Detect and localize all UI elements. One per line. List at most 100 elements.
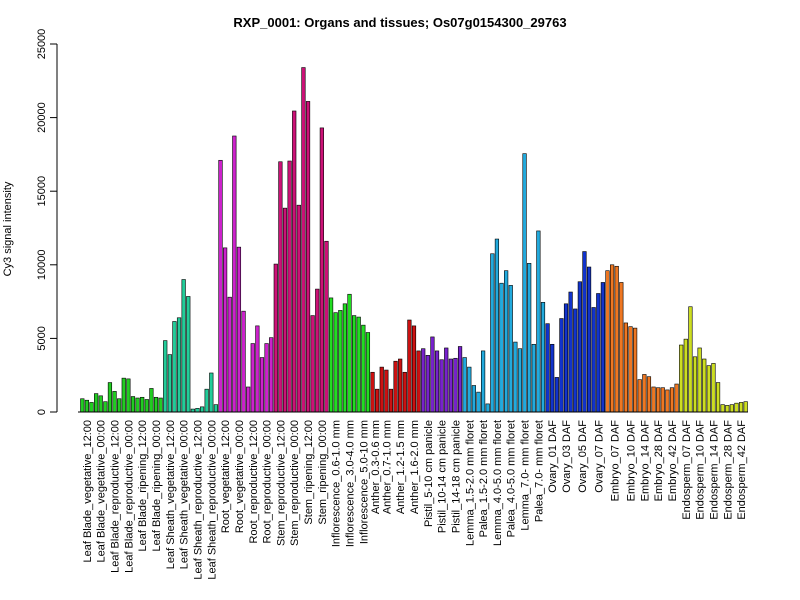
bar	[485, 403, 490, 413]
x-axis-labels: Leaf Blade_vegetative_12:00 Leaf Blade_ve…	[82, 420, 748, 580]
bar	[490, 253, 495, 413]
bar	[375, 388, 380, 413]
bar	[683, 338, 688, 413]
bar	[619, 282, 624, 413]
x-tick-label: Leaf Blade_ripening_00:00	[151, 420, 163, 552]
bar	[582, 251, 587, 413]
y-axis-label: Cy3 signal intensity	[2, 181, 14, 276]
x-tick-label: Pistil_5-10 cm panicle	[423, 420, 435, 527]
bar	[94, 393, 99, 413]
bar	[144, 399, 149, 413]
bar	[623, 322, 629, 413]
x-tick-label: Root_reproductive_12:00	[248, 420, 260, 544]
bar	[209, 372, 214, 413]
x-tick-label: Lemma_7.0- mm floret	[520, 420, 532, 531]
bar	[163, 340, 168, 413]
bar	[273, 263, 278, 413]
bar	[504, 270, 509, 413]
bar	[130, 396, 136, 413]
bar	[301, 67, 306, 413]
x-tick-label: Palea_4.0-5.0 mm floret	[506, 420, 518, 537]
bar	[398, 358, 403, 413]
x-tick-label: Ovary_01 DAF	[547, 420, 559, 493]
bar	[706, 365, 711, 413]
x-tick-label: Embryo_28 DAF	[653, 420, 665, 502]
x-tick-label: Endosperm_14 DAF	[708, 420, 720, 520]
x-tick-label: Endosperm_28 DAF	[722, 420, 734, 520]
bar	[697, 347, 702, 413]
x-tick-label: Embryo_10 DAF	[626, 420, 638, 502]
bar	[126, 378, 131, 413]
bar	[338, 310, 343, 413]
x-tick-label: Pistil_10-14 cm panicle	[437, 420, 449, 533]
bar	[596, 293, 601, 413]
x-tick-label: Inflorescence_5.0-10 mm	[358, 420, 370, 544]
x-tick-label: Endosperm_10 DAF	[695, 420, 707, 520]
chart-title: RXP_0001: Organs and tissues; Os07g01543…	[233, 15, 566, 30]
bar	[605, 270, 610, 413]
x-tick-label: Ovary_07 DAF	[593, 420, 605, 493]
bar	[107, 382, 113, 413]
bar	[499, 282, 504, 413]
bar	[356, 316, 361, 413]
bar	[352, 315, 357, 413]
bar	[665, 389, 670, 413]
bar	[370, 371, 375, 413]
bar	[384, 369, 389, 413]
x-tick-label: Leaf Sheath_vegetative_00:00	[179, 420, 191, 569]
bar	[471, 385, 476, 413]
bar	[674, 383, 679, 413]
bar	[702, 358, 707, 413]
bar	[651, 386, 656, 413]
bar	[315, 288, 320, 413]
bar	[158, 397, 163, 413]
bar	[342, 303, 347, 413]
x-tick-label: Leaf Sheath_vegetative_12:00	[165, 420, 177, 569]
bar	[361, 324, 366, 413]
x-tick-label: Ovary_05 DAF	[577, 420, 589, 493]
bar	[462, 357, 467, 413]
y-tick-label: 5000	[36, 326, 48, 350]
bar	[527, 263, 532, 413]
bar	[494, 238, 500, 413]
bar	[614, 265, 619, 413]
bar	[738, 402, 744, 413]
bar	[98, 395, 103, 413]
bar	[444, 347, 449, 413]
bar	[324, 240, 329, 413]
bar	[213, 404, 219, 413]
x-tick-label: Palea_1.5-2.0 mm floret	[478, 420, 490, 537]
bar	[421, 348, 426, 413]
bars	[78, 67, 748, 413]
x-tick-label: Stem_ripening_12:00	[303, 420, 315, 525]
bar	[195, 408, 200, 413]
bar	[688, 306, 693, 413]
bar	[720, 404, 725, 413]
x-tick-label: Root_vegetative_12:00	[220, 420, 232, 533]
x-tick-label: Pistil_14-18 cm panicle	[450, 420, 462, 533]
bar	[153, 396, 159, 413]
x-tick-label: Lemma_4.0-5.0 mm floret	[492, 420, 504, 546]
x-tick-label: Root_reproductive_00:00	[262, 420, 274, 544]
bar	[550, 343, 555, 413]
x-tick-label: Endosperm_42 DAF	[736, 420, 748, 520]
bar	[388, 388, 394, 413]
x-tick-label: Embryo_14 DAF	[639, 420, 651, 502]
bar	[715, 382, 721, 413]
bar	[513, 341, 518, 413]
bar	[416, 350, 421, 413]
bar	[729, 404, 734, 413]
bar	[517, 348, 523, 413]
bar	[186, 296, 191, 413]
bar	[402, 371, 407, 413]
bar	[591, 307, 596, 413]
x-tick-label: Stem_reproductive_00:00	[289, 420, 301, 546]
bar	[246, 386, 251, 413]
bar	[522, 153, 527, 413]
x-tick-label: Lemma_1.5-2.0 mm floret	[464, 420, 476, 546]
x-tick-label: Anther_1.2-1.5 mm	[395, 420, 407, 514]
x-tick-label: Leaf Sheath_reproductive_12:00	[192, 420, 204, 580]
x-tick-label: Leaf Blade_vegetative_00:00	[96, 420, 108, 563]
bar	[199, 406, 205, 413]
bar	[646, 376, 652, 413]
